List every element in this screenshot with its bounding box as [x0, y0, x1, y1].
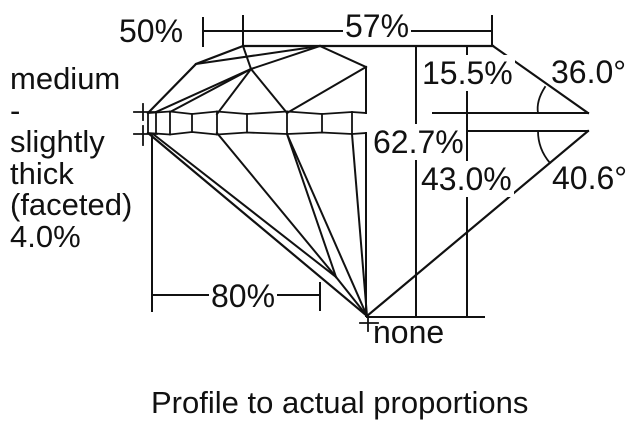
girdle-description-line: thick	[10, 155, 74, 191]
girdle-description-line: 4.0%	[10, 218, 81, 254]
crown-angle-label: 36.0°	[551, 54, 627, 90]
girdle-description-line: -	[10, 92, 21, 128]
pavilion-angle-label: 40.6°	[552, 160, 628, 196]
total-depth-label: 62.7%	[371, 124, 466, 160]
angle-arcs	[536, 85, 552, 165]
pavilion-depth-label: 43.0%	[419, 161, 514, 197]
table-size-label: 57%	[343, 8, 412, 44]
crown-facet-lines	[154, 44, 368, 116]
girdle-description-line: slightly	[10, 124, 105, 159]
culet-tick-mark	[359, 315, 379, 332]
girdle-description: medium - slightly thick (faceted) 4.0%	[10, 63, 132, 252]
girdle-tick-marks	[133, 103, 158, 146]
star-length-label: 50%	[119, 13, 184, 49]
girdle-band	[147, 110, 367, 136]
culet-label: none	[373, 314, 445, 350]
crown-height-label: 15.5%	[420, 55, 515, 91]
lower-girdle-label: 80%	[209, 278, 278, 314]
girdle-description-line: (faceted)	[10, 187, 133, 222]
figure-caption: Profile to actual proportions	[151, 385, 529, 420]
pavilion-facet-lines	[151, 131, 369, 318]
girdle-description-line: medium	[10, 61, 121, 96]
